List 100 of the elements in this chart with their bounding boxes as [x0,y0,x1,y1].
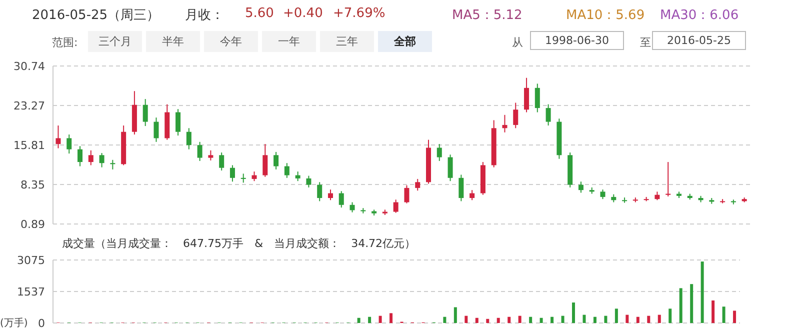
bar [647,316,650,323]
candlestick [110,159,116,170]
candlestick [415,178,420,192]
text: +0.40 [283,6,323,21]
text: 全部 [378,31,432,52]
text: +7.69% [333,6,386,21]
text: MA5：5.12 [452,7,522,24]
candlestick [350,202,355,213]
text: 三年 [320,31,374,52]
bar [378,316,382,323]
candlestick [56,124,61,149]
text: 1998-06-30 [530,31,624,50]
candlestick [176,108,181,136]
candlestick [197,141,202,162]
bar [454,307,457,323]
candlestick [317,182,322,202]
candlestick [208,150,214,161]
candlestick [513,102,518,129]
text: 月收： [185,7,224,24]
bar [679,288,682,323]
bar [540,318,543,323]
bar [700,262,704,323]
bar [636,316,640,323]
bar [582,314,586,323]
bar [604,316,608,323]
candlestick [88,150,94,166]
candlestick [666,162,671,197]
candlestick [502,114,508,133]
y-tick-label: 30.74 [14,60,45,73]
bar [733,310,736,323]
bar [443,316,446,323]
candlestick [284,162,290,178]
text: 今年 [204,31,258,52]
bar [572,302,576,323]
bar [593,316,596,323]
candlestick [252,171,257,182]
bar [357,318,360,323]
bar [550,316,554,323]
bar [508,316,511,323]
text: 半年 [146,31,200,52]
y-tick-label: 23.27 [14,99,45,112]
bar [486,318,490,323]
bar [390,313,393,323]
y-tick-label: 15.81 [14,138,45,152]
candlestick [578,181,584,194]
candlestick [448,154,453,182]
bar [690,284,694,323]
text: 从 [512,35,523,50]
text: MA30：6.06 [660,7,739,24]
candlestick [458,174,464,202]
y-tick-label: 0.89 [20,218,45,231]
text: 2016-05-25 [652,31,746,50]
text: MA10：5.69 [566,7,645,24]
candlestick [534,83,540,113]
text: 至 [640,35,651,50]
candlestick [154,117,159,142]
candlestick [306,175,312,188]
y-axis-title: (万手) [0,316,28,330]
candlestick [230,164,235,182]
bar [496,318,500,323]
y-tick-label: 8.35 [20,178,45,192]
chart-title: 成交量（当月成交量： 647.75万手 & 当月成交额： 34.72亿元） [62,236,416,251]
candlestick [393,199,398,214]
y-tick-label: 3075 [17,254,45,267]
text: 三个月 [88,31,142,52]
text: 一年 [262,31,316,52]
y-tick-label: 1537 [17,285,45,298]
candlestick [436,144,442,162]
candlestick [524,77,530,113]
candlestick [546,104,551,126]
bar [529,316,532,323]
text: 5.60 [245,6,274,21]
candlestick [99,152,104,168]
candlestick [470,190,475,201]
text: 范围: [52,35,78,50]
candlestick [142,98,148,127]
candlestick [262,144,268,178]
bar [626,314,629,323]
bar [368,316,372,323]
candlestick [328,189,333,201]
candlestick [219,152,224,171]
y-tick-label: 0 [38,316,45,330]
bar [712,300,715,323]
candlestick [78,146,83,167]
candlestick [66,134,72,154]
bar [464,316,468,323]
bar [475,318,478,323]
bar [561,316,564,323]
candlestick [404,184,410,204]
candlestick [338,190,344,208]
candlestick [600,189,606,200]
bar [722,306,726,323]
candlestick [274,151,279,170]
bar [614,308,618,323]
candlestick [295,171,300,182]
candlestick [186,128,192,150]
bar [658,314,661,323]
text: 2016-05-25（周三） [32,7,160,24]
bar [668,308,672,323]
bar [518,316,522,323]
